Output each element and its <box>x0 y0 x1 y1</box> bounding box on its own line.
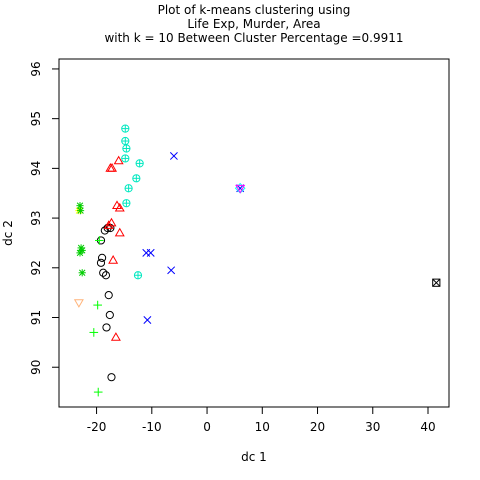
x-axis: -20 -10 0 10 20 30 40 <box>87 406 436 434</box>
data-point <box>100 226 109 235</box>
data-point <box>121 154 130 163</box>
data-point <box>121 136 130 146</box>
data-point <box>93 300 102 310</box>
data-point <box>110 332 121 341</box>
data-point <box>114 227 125 237</box>
x-tick-label: -10 <box>142 420 162 434</box>
chart-title-line: Plot of k-means clustering using <box>158 3 351 17</box>
data-point <box>96 258 106 267</box>
data-point <box>95 236 104 245</box>
y-tick-label: 91 <box>29 310 43 325</box>
data-point <box>89 328 99 337</box>
data-point <box>133 271 143 280</box>
data-point <box>102 323 111 332</box>
chart-title-line: with k = 10 Between Cluster Percentage =… <box>104 31 403 45</box>
data-point <box>167 266 176 275</box>
y-tick-label: 96 <box>29 61 43 76</box>
x-axis-title: dc 1 <box>241 450 267 464</box>
data-point <box>121 124 130 133</box>
data-point <box>114 202 125 212</box>
data-point <box>122 144 131 153</box>
data-point <box>104 291 113 300</box>
x-tick-label: 20 <box>310 420 325 434</box>
data-point <box>132 174 141 183</box>
data-point <box>107 163 118 172</box>
data-point <box>122 199 131 208</box>
y-tick-label: 94 <box>29 161 43 176</box>
y-tick-label: 93 <box>29 210 43 225</box>
y-tick-label: 92 <box>29 260 43 275</box>
data-point <box>103 220 114 229</box>
y-axis: 90 91 92 93 94 95 96 <box>29 61 60 375</box>
y-axis-title: dc 2 <box>1 220 15 246</box>
data-point <box>124 184 133 193</box>
data-point <box>169 151 178 160</box>
data-point <box>105 310 114 320</box>
x-tick-label: -20 <box>87 420 107 434</box>
data-point <box>73 299 84 308</box>
x-tick-label: 30 <box>365 420 380 434</box>
data-point <box>432 278 441 287</box>
y-tick-label: 90 <box>29 360 43 375</box>
data-point <box>106 217 117 227</box>
data-point <box>135 159 144 168</box>
chart-title-line: Life Exp, Murder, Area <box>187 17 320 31</box>
data-point <box>113 155 124 165</box>
data-point <box>99 268 108 277</box>
data-point <box>101 271 111 280</box>
data-point <box>97 253 107 262</box>
data-point <box>108 255 119 264</box>
x-tick-label: 0 <box>203 420 211 434</box>
data-point <box>146 248 155 257</box>
x-tick-label: 10 <box>255 420 270 434</box>
y-tick-label: 95 <box>29 111 43 126</box>
data-point <box>76 249 84 257</box>
data-point <box>78 269 86 277</box>
data-point <box>143 316 152 324</box>
x-tick-label: 40 <box>420 420 435 434</box>
data-point <box>76 207 85 215</box>
data-point <box>235 184 246 194</box>
data-points <box>73 124 441 397</box>
data-point <box>93 387 103 397</box>
data-point <box>107 373 116 382</box>
